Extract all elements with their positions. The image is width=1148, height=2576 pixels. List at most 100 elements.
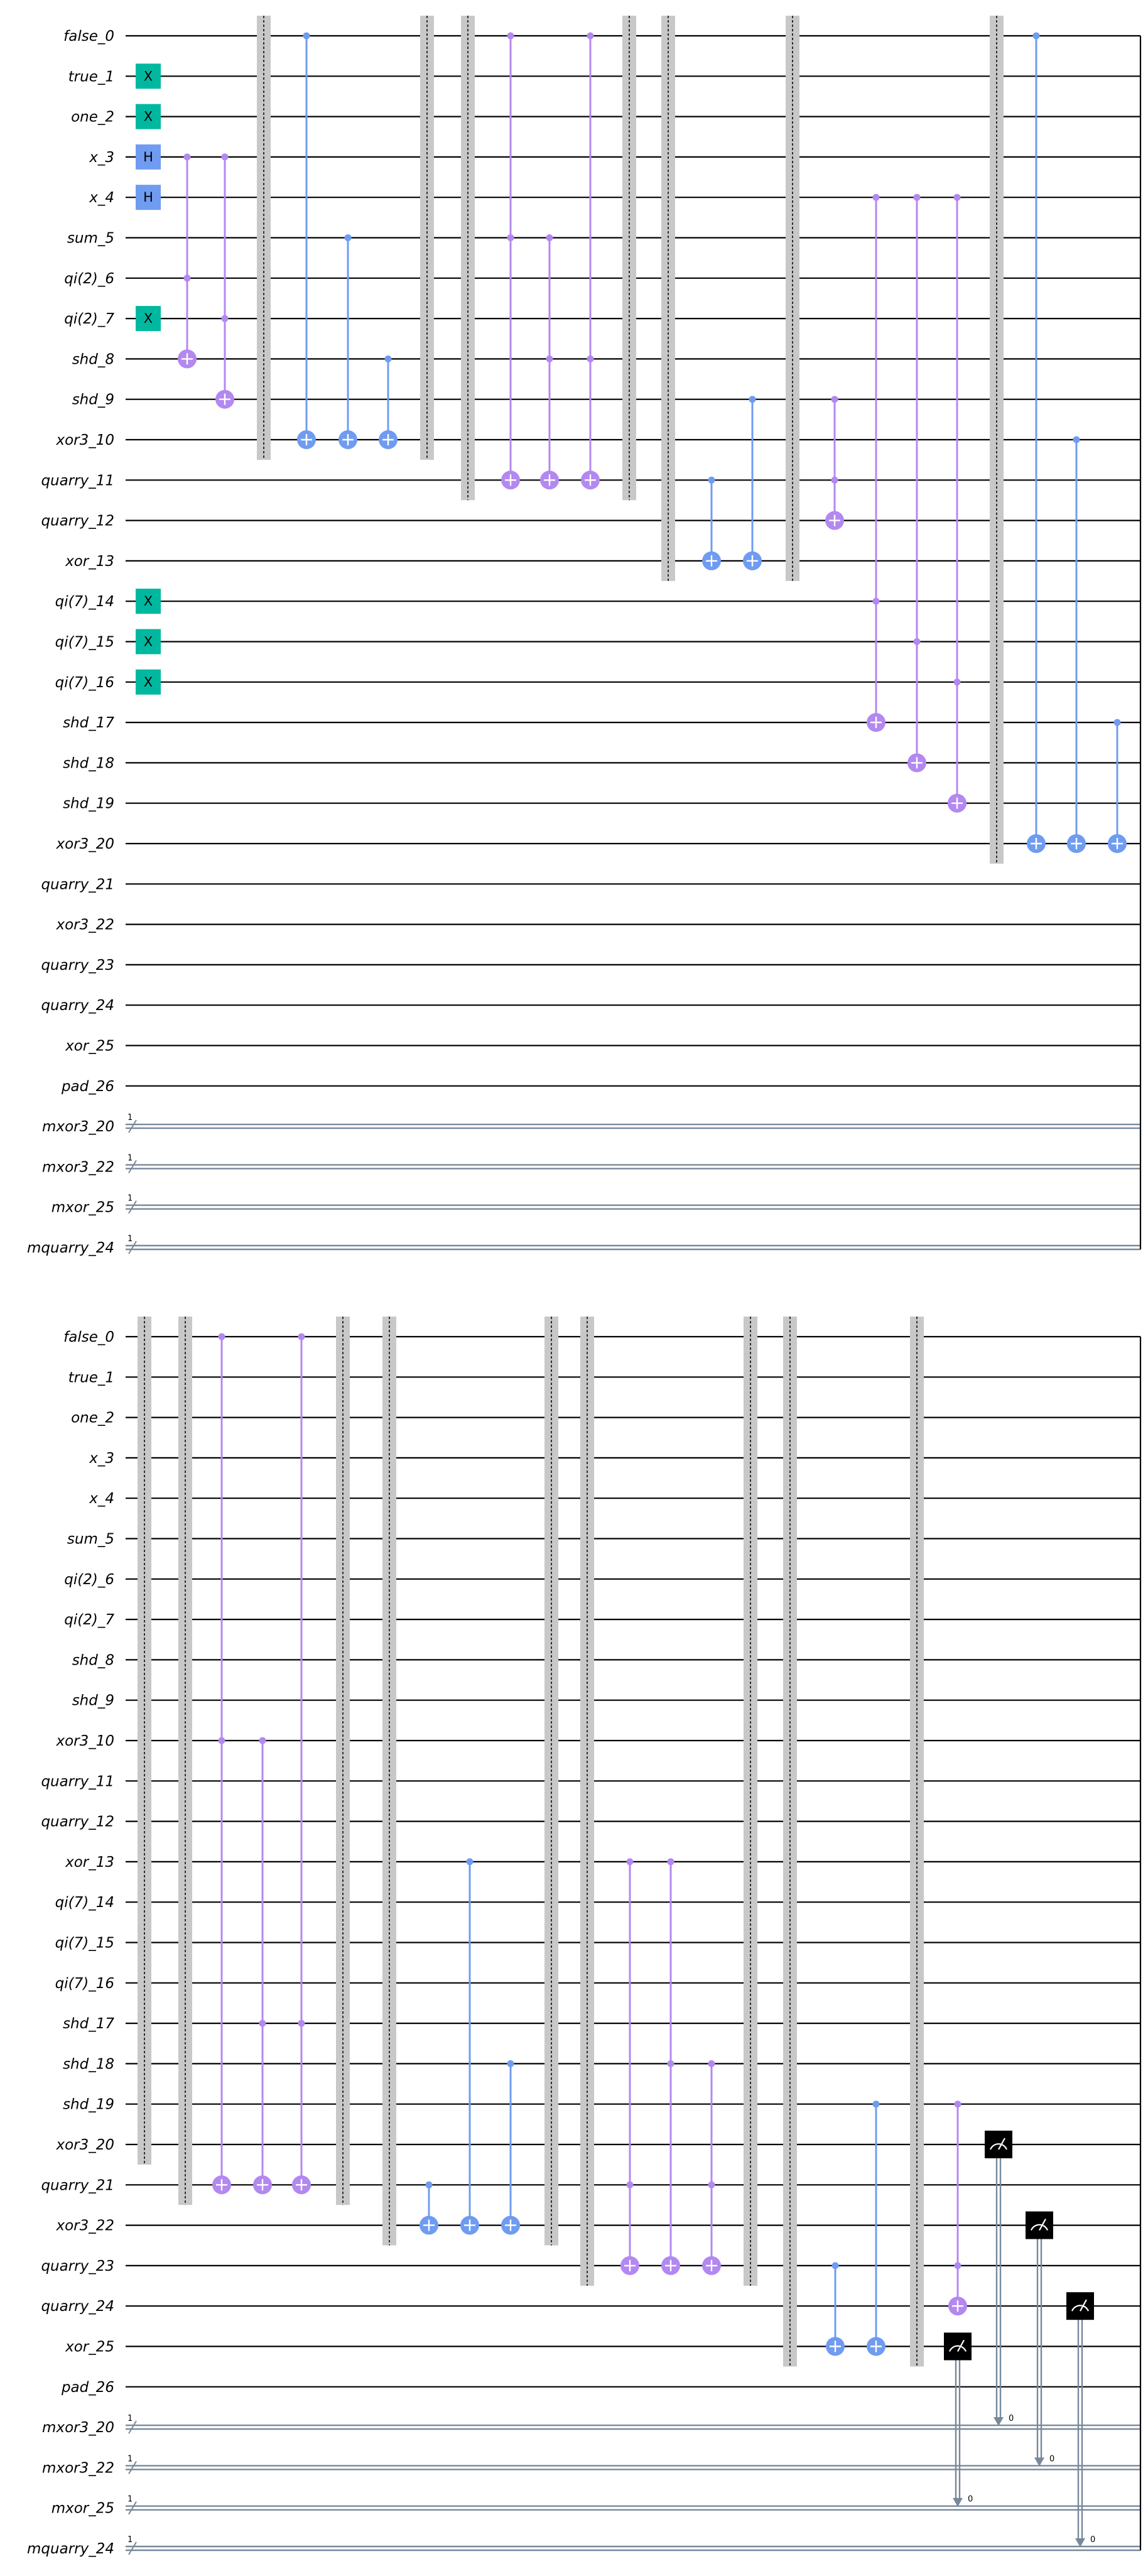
meter-needle bbox=[957, 2339, 965, 2352]
qubit-label: one_2 bbox=[71, 1410, 114, 1427]
qubit-label: qi(2)_6 bbox=[64, 1572, 114, 1588]
control-dot bbox=[221, 315, 229, 322]
qubit-label: quarry_11 bbox=[41, 1773, 114, 1790]
control-dot bbox=[1073, 436, 1080, 443]
h-gate-label: H bbox=[143, 149, 153, 165]
bus-slash bbox=[128, 1200, 137, 1214]
clbit-size-label: 1 bbox=[127, 1153, 133, 1163]
clbit-label: mxor3_20 bbox=[42, 2420, 114, 2436]
qubit-label: pad_26 bbox=[61, 2379, 114, 2396]
measure-index-label: 0 bbox=[1009, 2414, 1014, 2423]
control-dot bbox=[953, 678, 961, 686]
qubit-label: shd_17 bbox=[63, 2016, 114, 2032]
control-dot bbox=[303, 32, 310, 40]
qubit-label: sum_5 bbox=[67, 1531, 114, 1548]
x-gate bbox=[136, 63, 161, 89]
qubit-label: quarry_24 bbox=[41, 2298, 114, 2315]
control-dot bbox=[298, 1333, 305, 1340]
measure-index-label: 0 bbox=[1049, 2454, 1054, 2464]
clbit-label: mquarry_24 bbox=[27, 1240, 114, 1256]
measure-index-label: 0 bbox=[968, 2495, 973, 2504]
qubit-label: qi(7)_14 bbox=[55, 594, 114, 610]
control-dot bbox=[507, 234, 514, 241]
clbit-size-label: 1 bbox=[127, 2535, 133, 2545]
circuit-panel-1: false_0 true_1 one_2 x_3 x_4 sum_5 qi(2)_6 qi(2… bbox=[27, 16, 1142, 1256]
bus-slash bbox=[128, 1119, 137, 1133]
x-gate bbox=[136, 629, 161, 655]
meter-icon bbox=[1071, 2305, 1090, 2312]
clbit-size-label: 1 bbox=[127, 1234, 133, 1244]
qubit-label: xor_25 bbox=[65, 1038, 114, 1055]
control-dot bbox=[259, 1737, 266, 1744]
qubit-label: x_3 bbox=[89, 149, 114, 166]
meter-icon bbox=[948, 2345, 967, 2352]
clbit-label: mxor_25 bbox=[51, 2501, 114, 2517]
qubit-label: quarry_24 bbox=[41, 997, 114, 1014]
x-gate-label: X bbox=[144, 634, 153, 649]
clbit-size-label: 1 bbox=[127, 1194, 133, 1204]
measure-arrow bbox=[994, 2417, 1004, 2427]
meter-needle bbox=[1080, 2299, 1087, 2312]
bus-slash bbox=[128, 2460, 137, 2474]
qubit-label: qi(7)_14 bbox=[55, 1894, 114, 1911]
qubit-label: quarry_12 bbox=[41, 1814, 114, 1830]
qubit-label: xor3_20 bbox=[55, 2137, 114, 2153]
qubit-label: shd_9 bbox=[72, 392, 114, 408]
measure-arrow bbox=[1034, 2457, 1044, 2467]
control-dot bbox=[384, 355, 392, 362]
qubit-label: shd_17 bbox=[63, 715, 114, 731]
control-dot bbox=[466, 1858, 474, 1866]
control-dot bbox=[218, 1333, 225, 1340]
control-dot bbox=[546, 234, 553, 241]
control-dot bbox=[831, 396, 838, 403]
x-gate-label: X bbox=[144, 311, 153, 326]
qubit-label: xor3_22 bbox=[55, 2218, 114, 2234]
qubit-label: quarry_12 bbox=[41, 513, 114, 530]
h-gate bbox=[136, 144, 161, 170]
qubit-label: quarry_21 bbox=[41, 2177, 114, 2193]
control-dot bbox=[221, 153, 229, 161]
qubit-label: x_4 bbox=[89, 190, 114, 206]
control-dot bbox=[831, 476, 838, 484]
barrier bbox=[382, 1317, 396, 2246]
x-gate-label: X bbox=[144, 675, 153, 690]
clbit-size-label: 1 bbox=[127, 2454, 133, 2464]
measure-arrow bbox=[953, 2497, 963, 2507]
qubit-label: true_1 bbox=[68, 68, 114, 85]
control-dot bbox=[913, 193, 921, 201]
control-dot bbox=[913, 638, 921, 645]
control-dot bbox=[667, 2060, 674, 2067]
qubit-label: shd_9 bbox=[72, 1693, 114, 1709]
qubit-label: quarry_21 bbox=[41, 876, 114, 893]
control-dot bbox=[708, 476, 715, 484]
control-dot bbox=[183, 153, 191, 161]
qubit-label: xor3_10 bbox=[55, 432, 114, 448]
qubit-label: qi(7)_15 bbox=[55, 1935, 114, 1952]
x-gate bbox=[136, 589, 161, 614]
control-dot bbox=[831, 2262, 839, 2269]
qubit-label: x_3 bbox=[89, 1450, 114, 1467]
barrier bbox=[544, 1317, 558, 2246]
control-dot bbox=[708, 2181, 715, 2188]
control-dot bbox=[872, 2100, 880, 2108]
clbit-label: mquarry_24 bbox=[27, 2541, 114, 2557]
bus-slash bbox=[128, 2501, 137, 2515]
qubit-label: pad_26 bbox=[61, 1079, 114, 1095]
h-gate bbox=[136, 185, 161, 210]
control-dot bbox=[587, 355, 594, 362]
qubit-label: x_4 bbox=[89, 1491, 114, 1507]
qubit-label: shd_19 bbox=[63, 2097, 114, 2113]
bus-slash bbox=[128, 2541, 137, 2555]
control-dot bbox=[708, 2060, 715, 2067]
qubit-label: false_0 bbox=[63, 28, 114, 45]
qubit-label: quarry_23 bbox=[41, 2258, 114, 2274]
control-dot bbox=[954, 2262, 961, 2269]
qubit-label: qi(2)_7 bbox=[64, 311, 114, 327]
qubit-label: shd_18 bbox=[63, 755, 114, 771]
qubit-label: sum_5 bbox=[67, 231, 114, 247]
qubit-label: false_0 bbox=[63, 1329, 114, 1345]
bus-slash bbox=[128, 1241, 137, 1254]
bus-slash bbox=[128, 2420, 137, 2434]
clbit-size-label: 1 bbox=[127, 2414, 133, 2423]
measure-index-label: 0 bbox=[1090, 2535, 1095, 2545]
